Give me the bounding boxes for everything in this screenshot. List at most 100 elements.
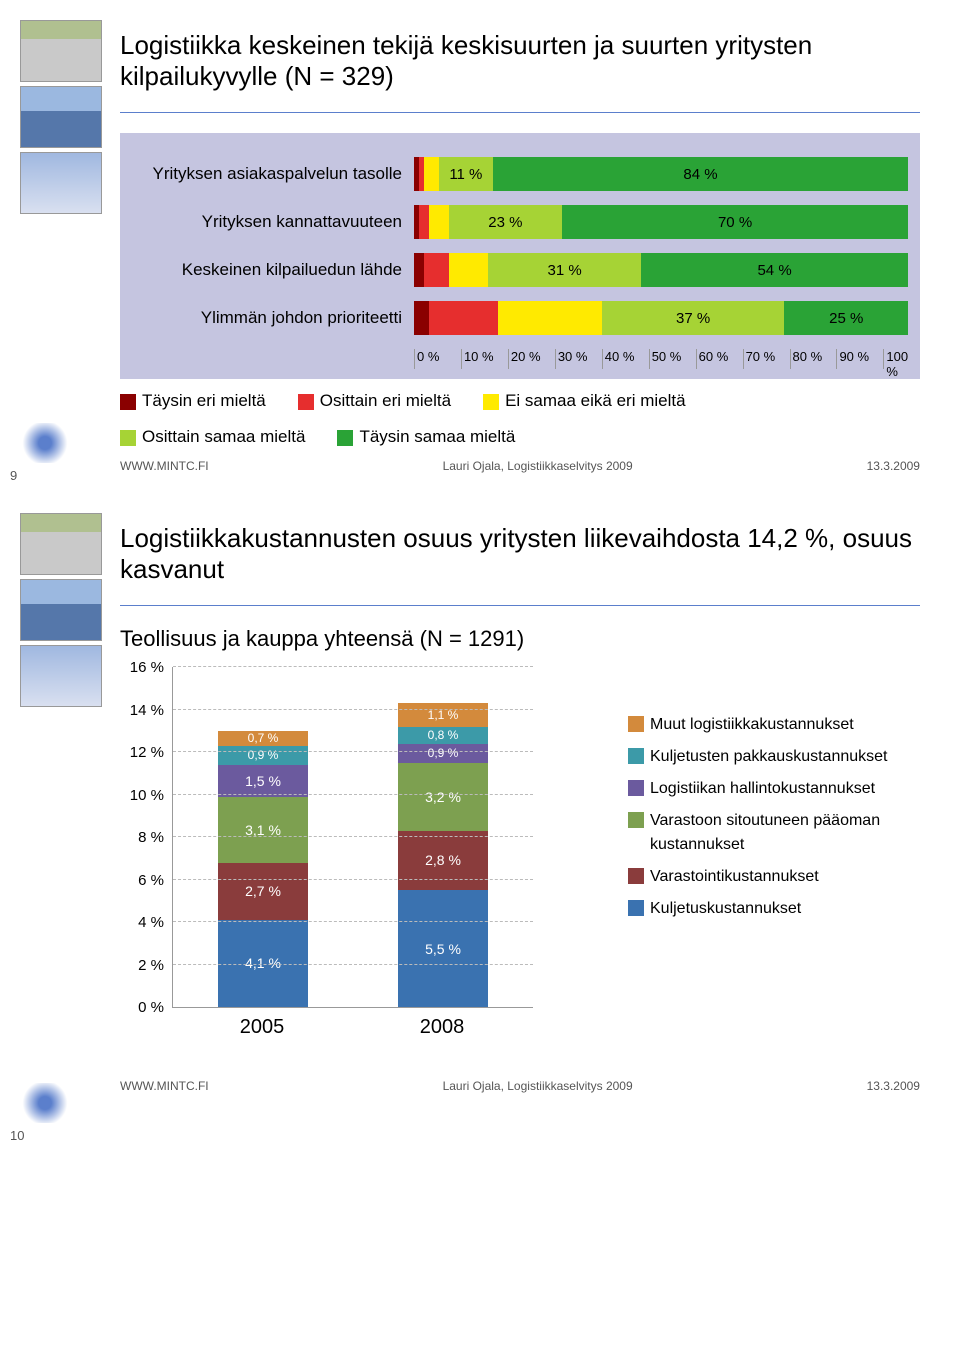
bar-row-label: Yrityksen kannattavuuteen [132, 212, 414, 232]
x-tick: 100 % [883, 349, 908, 369]
title-rule [120, 112, 920, 113]
legend-item: Ei samaa eikä eri mieltä [483, 391, 685, 411]
bar-row-label: Ylimmän johdon prioriteetti [132, 308, 414, 328]
x-tick: 60 % [696, 349, 743, 369]
footer-center: Lauri Ojala, Logistiikkaselvitys 2009 [443, 459, 633, 473]
bar-track: 23 %70 % [414, 205, 908, 239]
logo-icon [20, 423, 70, 463]
x-axis-labels: 20052008 [172, 1016, 532, 1039]
title-rule [120, 605, 920, 606]
legend-item: Kuljetusten pakkauskustannukset [628, 745, 920, 769]
side-thumbnails [20, 20, 100, 218]
gridline [173, 709, 533, 710]
bar-segment [414, 301, 429, 335]
column-segment: 3,2 % [398, 763, 488, 831]
column-segment: 2,7 % [218, 863, 308, 920]
bar-row-label: Yrityksen asiakaspalvelun tasolle [132, 164, 414, 184]
gridline [173, 921, 533, 922]
slide2-subtitle: Teollisuus ja kauppa yhteensä (N = 1291) [120, 626, 920, 652]
column-segment: 0,8 % [398, 727, 488, 744]
legend-label: Kuljetuskustannukset [650, 897, 801, 921]
thumb-building [20, 20, 102, 82]
legend-item: Täysin eri mieltä [120, 391, 266, 411]
column-segment: 5,5 % [398, 890, 488, 1007]
gridline [173, 794, 533, 795]
legend-item: Muut logistiikkakustannukset [628, 713, 920, 737]
footer-left: WWW.MINTC.FI [120, 1079, 209, 1093]
column-segment: 0,9 % [218, 746, 308, 765]
bar-row: Yrityksen asiakaspalvelun tasolle 11 %84 … [132, 157, 908, 191]
x-tick: 0 % [414, 349, 461, 369]
column-segment: 1,5 % [218, 765, 308, 797]
stacked-bar-chart: Yrityksen asiakaspalvelun tasolle 11 %84 … [120, 133, 920, 379]
bar-segment [414, 253, 424, 287]
bar-segment: 25 % [784, 301, 908, 335]
bar-segment: 11 % [439, 157, 493, 191]
legend-swatch [628, 780, 644, 796]
bar-segment [498, 301, 602, 335]
legend-label: Kuljetusten pakkauskustannukset [650, 745, 887, 769]
legend-swatch [337, 430, 353, 446]
legend-swatch [483, 394, 499, 410]
footer-right: 13.3.2009 [867, 459, 920, 473]
thumb-truck [20, 86, 102, 148]
legend-item: Osittain samaa mieltä [120, 427, 305, 447]
chart-legend: Täysin eri mieltä Osittain eri mieltä Ei s… [120, 391, 920, 447]
footer-left: WWW.MINTC.FI [120, 459, 209, 473]
legend-swatch [628, 748, 644, 764]
legend-item: Kuljetuskustannukset [628, 897, 920, 921]
x-tick: 10 % [461, 349, 508, 369]
legend-swatch [628, 868, 644, 884]
gridline [173, 751, 533, 752]
x-tick: 20 % [508, 349, 555, 369]
legend-label: Muut logistiikkakustannukset [650, 713, 854, 737]
slide-1: Logistiikka keskeinen tekijä keskisuurte… [0, 0, 960, 493]
legend-item: Osittain eri mieltä [298, 391, 451, 411]
bar-row: Ylimmän johdon prioriteetti 37 %25 % [132, 301, 908, 335]
column-chart-legend: Muut logistiikkakustannukset Kuljetusten … [628, 713, 920, 929]
slide-footer: WWW.MINTC.FI Lauri Ojala, Logistiikkasel… [120, 1079, 920, 1093]
side-thumbnails [20, 513, 100, 711]
column: 5,5 %2,8 %3,2 %0,9 %0,8 %1,1 % [398, 703, 488, 1007]
bar-row-label: Keskeinen kilpailuedun lähde [132, 260, 414, 280]
bar-segment [429, 301, 498, 335]
column-segment: 2,8 % [398, 831, 488, 891]
bar-segment: 70 % [562, 205, 908, 239]
bar-segment [449, 253, 489, 287]
legend-label: Varastointikustannukset [650, 865, 819, 889]
legend-item: Logistiikan hallintokustannukset [628, 777, 920, 801]
footer-center: Lauri Ojala, Logistiikkaselvitys 2009 [443, 1079, 633, 1093]
gridline [173, 666, 533, 667]
bar-row: Keskeinen kilpailuedun lähde31 %54 % [132, 253, 908, 287]
gridline [173, 879, 533, 880]
legend-item: Varastoon sitoutuneen pääoman kustannuks… [628, 809, 920, 857]
legend-swatch [628, 812, 644, 828]
x-tick: 30 % [555, 349, 602, 369]
y-axis: 0 %2 %4 %6 %8 %10 %12 %14 %16 % [120, 668, 172, 1008]
legend-swatch [120, 430, 136, 446]
slide1-title: Logistiikka keskeinen tekijä keskisuurte… [120, 30, 920, 92]
column-segment: 3,1 % [218, 797, 308, 863]
bar-row: Yrityksen kannattavuuteen23 %70 % [132, 205, 908, 239]
thumb-dish [20, 152, 102, 214]
bar-segment: 37 % [602, 301, 785, 335]
bar-segment: 84 % [493, 157, 908, 191]
legend-swatch [120, 394, 136, 410]
column-segment: 1,1 % [398, 703, 488, 726]
x-tick: 50 % [649, 349, 696, 369]
thumb-dish [20, 645, 102, 707]
legend-label: Logistiikan hallintokustannukset [650, 777, 875, 801]
slide-footer: WWW.MINTC.FI Lauri Ojala, Logistiikkasel… [120, 459, 920, 473]
x-tick: 40 % [602, 349, 649, 369]
logo-icon [20, 1083, 70, 1123]
bar-segment: 23 % [449, 205, 563, 239]
bar-segment [424, 157, 439, 191]
legend-swatch [628, 716, 644, 732]
legend-item: Täysin samaa mieltä [337, 427, 515, 447]
x-tick: 70 % [743, 349, 790, 369]
slide2-title: Logistiikkakustannusten osuus yritysten … [120, 523, 920, 585]
x-tick: 80 % [790, 349, 837, 369]
legend-swatch [298, 394, 314, 410]
bar-track: 31 %54 % [414, 253, 908, 287]
slide-2: Logistiikkakustannusten osuus yritysten … [0, 493, 960, 1153]
